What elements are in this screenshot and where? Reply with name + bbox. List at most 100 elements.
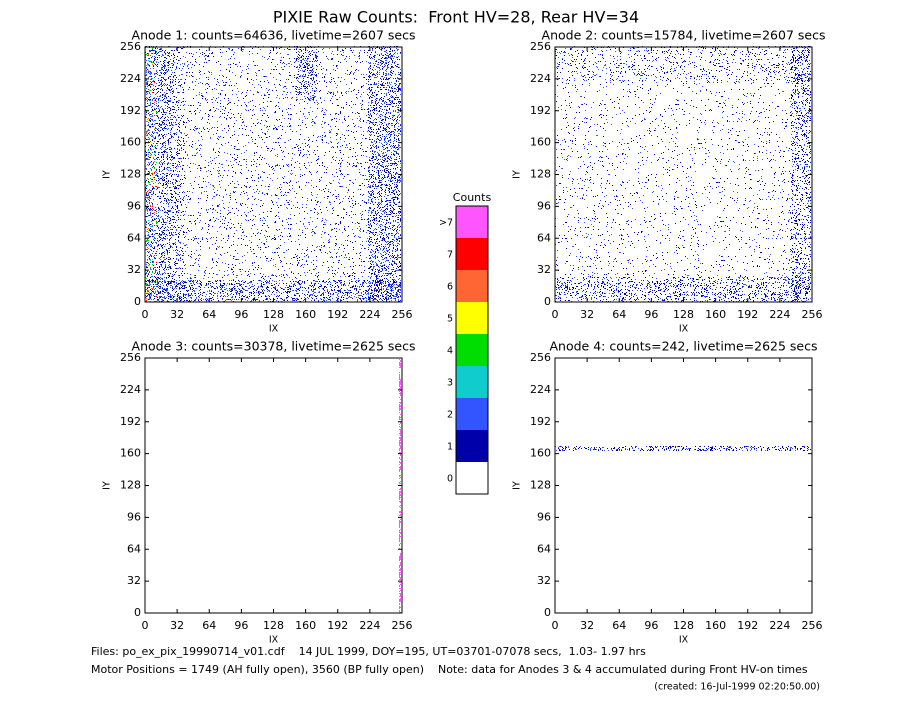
colorbar-swatch: [456, 430, 488, 462]
y-tick-label: 224: [120, 383, 141, 396]
x-tick-label: 160: [705, 308, 726, 321]
x-tick-label: 64: [612, 619, 626, 632]
x-tick-label: 32: [580, 619, 594, 632]
y-tick-label: 192: [530, 415, 551, 428]
x-tick-label: 0: [142, 308, 149, 321]
footer-motor: Motor Positions = 1749 (AH fully open), …: [91, 663, 808, 676]
y-tick-label: 160: [530, 447, 551, 460]
x-axis-label: IX: [679, 635, 689, 646]
panel-title: Anode 1: counts=64636, livetime=2607 sec…: [132, 28, 416, 43]
pixel-texture: [145, 46, 401, 302]
y-tick-label: 64: [537, 542, 551, 555]
y-tick-label: 64: [127, 231, 141, 244]
colorbar-swatch: [456, 366, 488, 398]
y-tick-label: 96: [127, 510, 141, 523]
x-tick-label: 256: [392, 308, 413, 321]
x-tick-label: 128: [673, 619, 694, 632]
colorbar-title: Counts: [453, 191, 492, 204]
y-tick-label: 192: [120, 104, 141, 117]
y-tick-label: 32: [127, 574, 141, 587]
footer-files: Files: po_ex_pix_19990714_v01.cdf 14 JUL…: [91, 645, 646, 658]
y-tick-label: 256: [530, 40, 551, 53]
x-tick-label: 224: [359, 619, 380, 632]
y-tick-label: 0: [134, 606, 141, 619]
plot-frame: [144, 357, 403, 614]
x-axis-label: IX: [269, 324, 279, 335]
colorbar-label: 3: [447, 378, 453, 389]
x-tick-label: 256: [392, 619, 413, 632]
y-tick-label: 0: [134, 295, 141, 308]
y-tick-label: 128: [120, 168, 141, 181]
y-tick-label: 160: [120, 136, 141, 149]
y-tick-label: 224: [120, 72, 141, 85]
x-tick-label: 224: [769, 308, 790, 321]
colorbar-frame: [455, 205, 489, 495]
x-tick-label: 32: [170, 619, 184, 632]
footer-created: (created: 16-Jul-1999 02:20:50.00): [654, 682, 820, 693]
x-tick-label: 256: [802, 308, 823, 321]
pixel-texture: [558, 446, 811, 451]
y-tick-label: 96: [537, 510, 551, 523]
colorbar-label: >7: [439, 218, 453, 229]
x-tick-label: 160: [295, 308, 316, 321]
pixel-texture: [145, 46, 401, 302]
colorbar-label: 2: [447, 410, 453, 421]
colorbar-swatch: [456, 238, 488, 270]
x-tick-label: 32: [580, 308, 594, 321]
plot-frame: [554, 357, 813, 614]
y-axis-label: IY: [102, 481, 113, 490]
y-tick-label: 256: [120, 351, 141, 364]
colorbar-swatch: [456, 398, 488, 430]
colorbar-swatch: [456, 334, 488, 366]
y-tick-label: 256: [530, 351, 551, 364]
x-tick-label: 224: [359, 308, 380, 321]
x-tick-label: 64: [202, 308, 216, 321]
y-axis-label: IY: [512, 170, 523, 179]
panel-title: Anode 3: counts=30378, livetime=2625 sec…: [132, 339, 416, 354]
x-tick-label: 0: [142, 619, 149, 632]
y-tick-label: 0: [544, 606, 551, 619]
x-tick-label: 160: [705, 619, 726, 632]
x-tick-label: 224: [769, 619, 790, 632]
y-tick-label: 160: [530, 136, 551, 149]
colorbar-swatch: [456, 270, 488, 302]
x-tick-label: 0: [552, 308, 559, 321]
pixel-texture: [555, 46, 811, 302]
y-tick-label: 32: [537, 263, 551, 276]
x-tick-label: 64: [202, 619, 216, 632]
colorbar-label: 5: [447, 314, 453, 325]
pixel-texture: [555, 46, 811, 302]
x-tick-label: 192: [327, 308, 348, 321]
colorbar-label: 0: [447, 474, 453, 485]
y-tick-label: 192: [120, 415, 141, 428]
y-tick-label: 128: [120, 479, 141, 492]
x-tick-label: 128: [263, 619, 284, 632]
x-tick-label: 192: [737, 619, 758, 632]
y-tick-label: 96: [537, 199, 551, 212]
y-tick-label: 128: [530, 168, 551, 181]
panel-title: Anode 2: counts=15784, livetime=2607 sec…: [542, 28, 826, 43]
x-axis-label: IX: [269, 635, 279, 646]
x-tick-label: 0: [552, 619, 559, 632]
colorbar-label: 4: [447, 346, 453, 357]
page-title: PIXIE Raw Counts: Front HV=28, Rear HV=3…: [273, 8, 639, 27]
panel-title: Anode 4: counts=242, livetime=2625 secs: [549, 339, 817, 354]
x-tick-label: 32: [170, 308, 184, 321]
x-tick-label: 192: [327, 619, 348, 632]
y-tick-label: 128: [530, 479, 551, 492]
x-tick-label: 96: [234, 619, 248, 632]
x-tick-label: 192: [737, 308, 758, 321]
colorbar-swatch: [456, 302, 488, 334]
y-tick-label: 0: [544, 295, 551, 308]
x-tick-label: 128: [673, 308, 694, 321]
colorbar-label: 6: [447, 282, 453, 293]
x-tick-label: 96: [644, 308, 658, 321]
x-tick-label: 96: [644, 619, 658, 632]
y-tick-label: 32: [537, 574, 551, 587]
x-tick-label: 64: [612, 308, 626, 321]
colorbar-label: 7: [447, 250, 453, 261]
x-tick-label: 96: [234, 308, 248, 321]
y-tick-label: 96: [127, 199, 141, 212]
x-axis-label: IX: [679, 324, 689, 335]
